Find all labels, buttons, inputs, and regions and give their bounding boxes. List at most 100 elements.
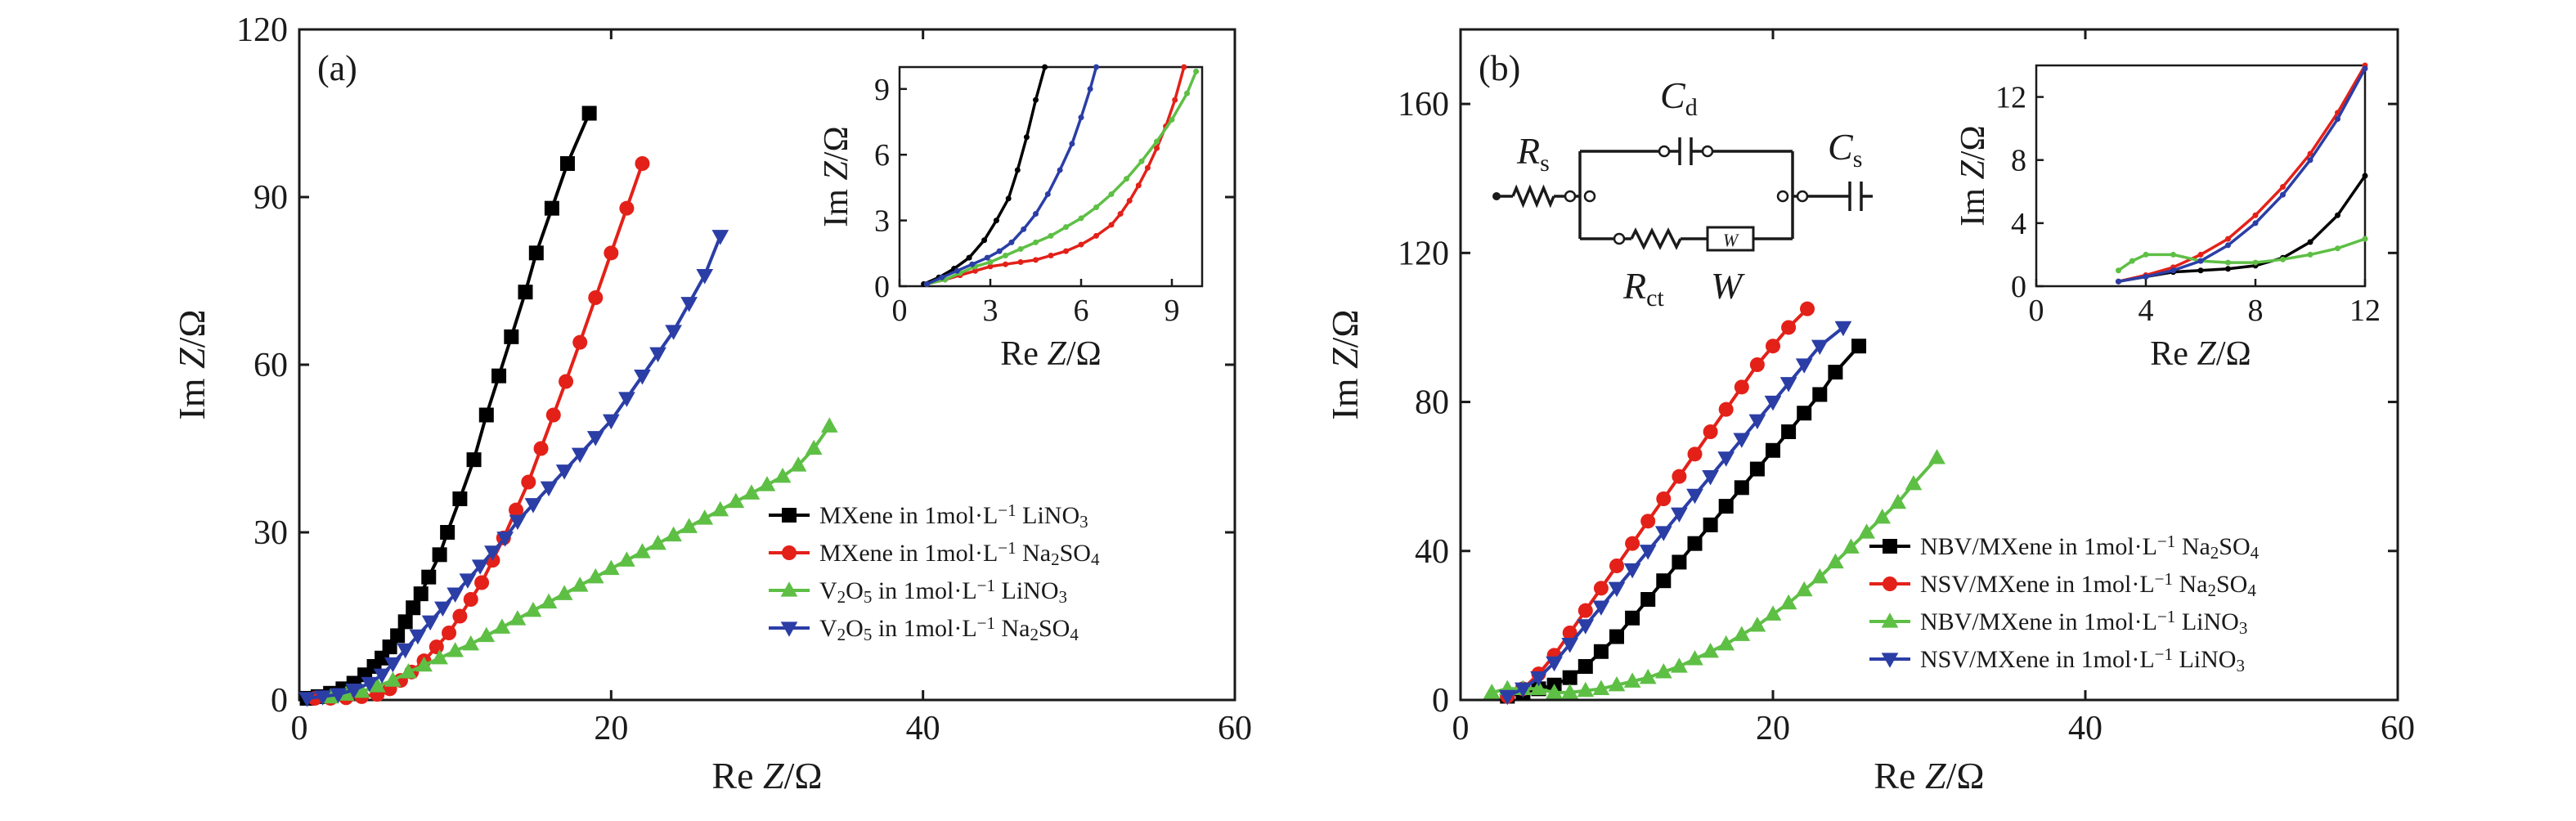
data-point [496, 532, 514, 547]
data-point [1656, 491, 1672, 506]
legend-marker [782, 545, 797, 560]
data-point [555, 585, 573, 600]
data-point [805, 439, 823, 455]
y-tick-label: 0 [1432, 682, 1449, 720]
data-point [1905, 474, 1923, 491]
data-point [1795, 358, 1813, 374]
inset-chart: 0 4 8 12 0 4 8 12 Re Z/Ω Im Z/Ω [1954, 62, 2381, 373]
data-point [1672, 469, 1687, 484]
inset-x-axis-label: Re Z/Ω [2150, 335, 2251, 373]
data-point [384, 657, 402, 673]
inset-data-point [2335, 116, 2340, 123]
inset-data-point [2143, 273, 2149, 280]
data-point [545, 407, 561, 423]
data-point [1654, 663, 1672, 679]
data-point [711, 500, 729, 517]
data-point [452, 608, 468, 624]
circuit-label-1: Rs [1516, 130, 1550, 177]
inset-data-point [1042, 64, 1048, 70]
data-point [390, 628, 406, 644]
data-point [774, 467, 792, 483]
circuit-node [1796, 190, 1809, 203]
inset-data-point [1017, 259, 1024, 266]
data-point [1889, 493, 1907, 509]
data-point [820, 417, 838, 433]
inset-x-tick-label: 0 [2029, 294, 2044, 328]
inset-data-point [2280, 256, 2286, 262]
inset-series-3 [923, 68, 1200, 287]
data-point [432, 547, 447, 563]
data-point [361, 676, 379, 693]
data-point [415, 656, 433, 672]
legend: MXene in 1mol·L−1 LiNO3 MXene in 1mol·L−1… [769, 500, 1100, 644]
legend-marker [1881, 653, 1899, 668]
inset-data-point [1078, 241, 1084, 248]
data-point [452, 491, 468, 506]
legend-marker [780, 581, 798, 597]
data-point [409, 629, 427, 645]
inset-data-point [2197, 258, 2204, 264]
inset-data-point [2225, 236, 2231, 242]
data-point [440, 525, 456, 540]
data-point [406, 600, 421, 616]
data-point [696, 269, 714, 285]
data-point [634, 543, 651, 559]
inset-data-point [1093, 64, 1099, 70]
inset-data-point [996, 248, 1003, 254]
inset-data-point [1093, 232, 1099, 239]
data-point [509, 514, 527, 531]
x-tick-label: 20 [1756, 710, 1790, 747]
data-point [314, 690, 331, 706]
data-point [649, 534, 666, 550]
data-point [442, 626, 457, 640]
inset-y-tick-label: 0 [2011, 270, 2026, 304]
data-point [463, 592, 478, 607]
panel-label: (b) [1479, 48, 1520, 88]
circuit-terminal [1492, 192, 1501, 200]
inset-data-point [1117, 211, 1124, 218]
inset-data-point [1135, 182, 1142, 189]
data-point [1766, 442, 1780, 458]
data-point [559, 156, 575, 171]
series-line [315, 163, 644, 700]
inset-data-point [2197, 251, 2204, 258]
x-axis-label: Re Z/Ω [1874, 755, 1984, 796]
data-point [521, 474, 536, 490]
circuit-label-2: Cd [1660, 74, 1698, 121]
legend-marker [1883, 576, 1897, 591]
data-point [1577, 659, 1593, 674]
inset-data-point [1078, 215, 1084, 222]
inset-data-point [966, 254, 972, 261]
data-point [447, 642, 464, 657]
inset-data-point [987, 259, 994, 266]
data-point [330, 688, 348, 703]
inset-data-point [2252, 259, 2259, 266]
inset-series-line [2118, 65, 2367, 283]
y-tick-label: 60 [254, 347, 288, 384]
inset-data-point [2280, 191, 2286, 198]
data-point [1577, 681, 1595, 698]
data-point [352, 682, 370, 698]
data-point [1686, 650, 1703, 666]
data-point [1851, 339, 1867, 354]
resistor-rct-icon [1630, 227, 1682, 250]
inset-data-point [972, 267, 978, 274]
data-point [649, 347, 666, 363]
data-point [1749, 357, 1765, 372]
inset-data-point [1033, 257, 1039, 263]
inset-data-point [1033, 211, 1039, 218]
series-line [1506, 325, 1845, 698]
inset-data-point [2143, 251, 2149, 258]
data-point [375, 650, 390, 666]
inset-y-tick-label: 9 [874, 73, 890, 107]
y-tick-label: 90 [254, 179, 288, 217]
inset-data-point [1078, 114, 1084, 121]
data-point [1733, 626, 1751, 641]
inset-data-point [2116, 267, 2121, 274]
legend-marker [780, 621, 798, 637]
inset-y-tick-label: 3 [874, 204, 890, 239]
data-point [1827, 553, 1844, 569]
inset-data-point [2307, 150, 2313, 157]
